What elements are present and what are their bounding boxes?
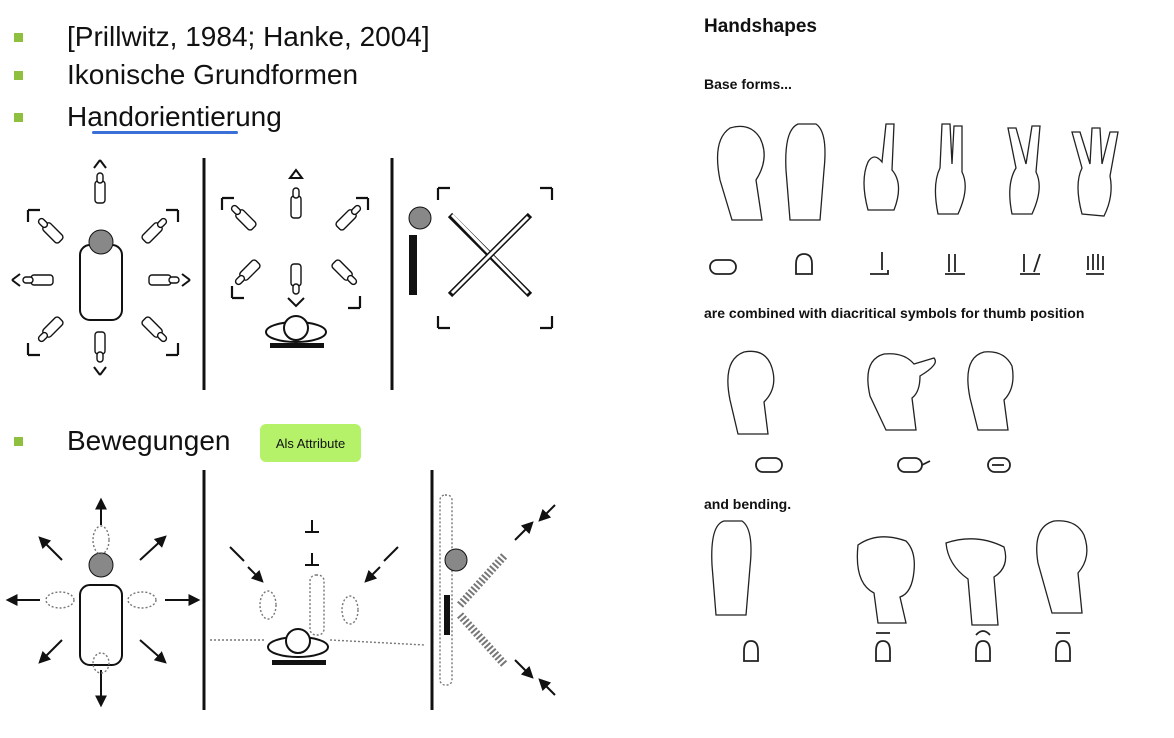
bullet-text: Ikonische Grundformen [67, 59, 359, 90]
spellcheck-underline [92, 131, 238, 134]
bending-illustration [711, 520, 1088, 662]
bullet-square-icon [14, 70, 23, 80]
three-finger-hand-icon [1071, 127, 1119, 217]
index-hand-icon [863, 123, 900, 211]
bullet-square-icon [14, 32, 23, 42]
bullet-item: Handorientierung [10, 100, 282, 134]
diacritics-label: are combined with diacritical symbols fo… [704, 305, 1085, 321]
attribute-badge: Als Attribute [260, 424, 361, 462]
bullet-item: [Prillwitz, 1984; Hanke, 2004] [10, 20, 430, 54]
movement-panel-side [439, 494, 556, 696]
thumb-symbols [755, 457, 1011, 473]
bullet-square-icon [14, 112, 23, 122]
orientation-panel-top [220, 168, 370, 348]
flat-bent-hand-icon [711, 520, 752, 616]
bullet-item: Bewegungen [10, 424, 230, 458]
base-form-symbols [709, 252, 1104, 275]
thumb-across-hand-icon [967, 351, 1014, 431]
bending-label: and bending. [704, 496, 792, 512]
bending-symbols [743, 630, 1071, 662]
orientation-panel-front [11, 159, 191, 376]
orientation-panel-side [408, 186, 554, 330]
hand-orientation-figure [11, 158, 554, 390]
bullet-item: Ikonische Grundformen [10, 58, 358, 92]
thumb-out-hand-icon [867, 353, 937, 431]
base-forms-illustration [709, 123, 1119, 275]
bullet-square-icon [14, 436, 23, 446]
handshapes-title: Handshapes [704, 16, 817, 37]
bent-fingers-hand-icon [1036, 520, 1088, 614]
movement-figure [5, 470, 556, 710]
v-hand-icon [1007, 125, 1041, 215]
bullet-text: Bewegungen [67, 425, 231, 456]
fist-hand-icon [716, 125, 765, 221]
movement-panel-top [210, 520, 426, 665]
fist-thumb-hand-icon [727, 350, 775, 435]
thumb-diacritic-illustration [727, 350, 1014, 473]
base-forms-label: Base forms... [704, 76, 792, 92]
index-middle-hand-icon [934, 123, 966, 215]
flat-hand-icon [785, 123, 826, 221]
palm-up-hand-icon [856, 536, 915, 624]
bullet-text: [Prillwitz, 1984; Hanke, 2004] [67, 21, 430, 52]
bullet-text: Handorientierung [67, 101, 282, 132]
flat-angled-hand-icon [945, 538, 1007, 626]
movement-panel-front [5, 497, 201, 708]
